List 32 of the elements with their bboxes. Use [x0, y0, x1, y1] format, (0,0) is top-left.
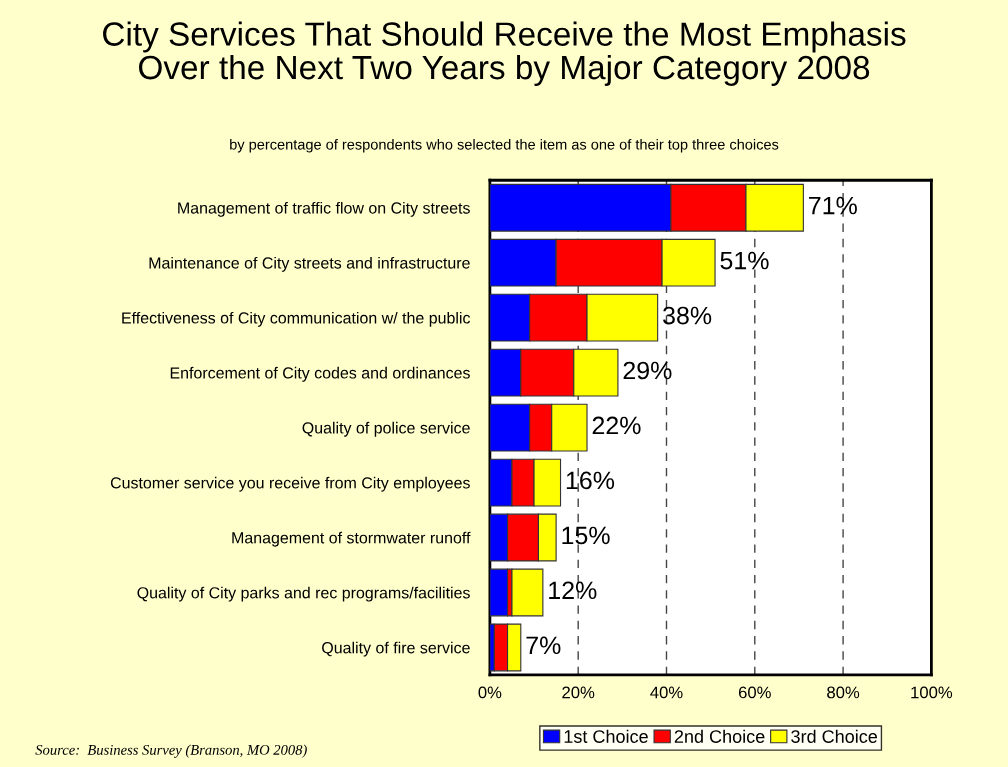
total-label: 15%: [562, 526, 610, 545]
total-label: 12%: [549, 581, 597, 600]
y-tick-label: Customer service you receive from City employees: [110, 476, 470, 492]
y-tick-label: Effectiveness of City communication w/ the public: [122, 311, 471, 327]
chart-subtitle: by percentage of respondents who selected the item as one of their top three choices: [230, 138, 779, 153]
total-label: 7%: [526, 636, 561, 655]
y-tick-label: Enforcement of City codes and ordinances: [170, 366, 470, 382]
total-label: 38%: [663, 306, 712, 325]
bar: [489, 568, 509, 617]
total-label: 16%: [566, 471, 615, 490]
x-tick-label: 40%: [650, 686, 683, 699]
x-tick-label: 80%: [827, 686, 860, 699]
y-tick-label: Management of traffic flow on City streets: [178, 201, 470, 217]
x-tick-label: 20%: [562, 686, 595, 699]
total-label: 51%: [720, 251, 769, 270]
x-tick-label: 60%: [738, 686, 771, 699]
total-label: 29%: [623, 361, 672, 380]
legend-label: 1st Choice: [564, 729, 648, 743]
x-tick-label: 100%: [911, 686, 953, 699]
legend-label: 2nd Choice: [674, 729, 765, 743]
y-tick-label: Quality of fire service: [322, 641, 470, 657]
x-tick-label: 0%: [478, 686, 502, 699]
y-tick-label: Quality of City parks and rec programs/facilities: [137, 586, 470, 602]
chart-title: City Services That Should Receive the Most Emphasis Over the Next Two Years by Major Category 2008: [103, 21, 906, 86]
y-tick-label: Quality of police service: [302, 421, 470, 437]
legend-label: 3rd Choice: [791, 729, 878, 743]
bar: [511, 568, 544, 617]
y-tick-label: Management of stormwater runoff: [232, 531, 471, 547]
total-label: 22%: [592, 416, 641, 435]
y-tick-label: Maintenance of City streets and infrastructure: [149, 256, 470, 272]
total-label: 71%: [809, 196, 857, 215]
source-note: Source: Business Survey (Branson, MO 2008): [35, 744, 307, 758]
